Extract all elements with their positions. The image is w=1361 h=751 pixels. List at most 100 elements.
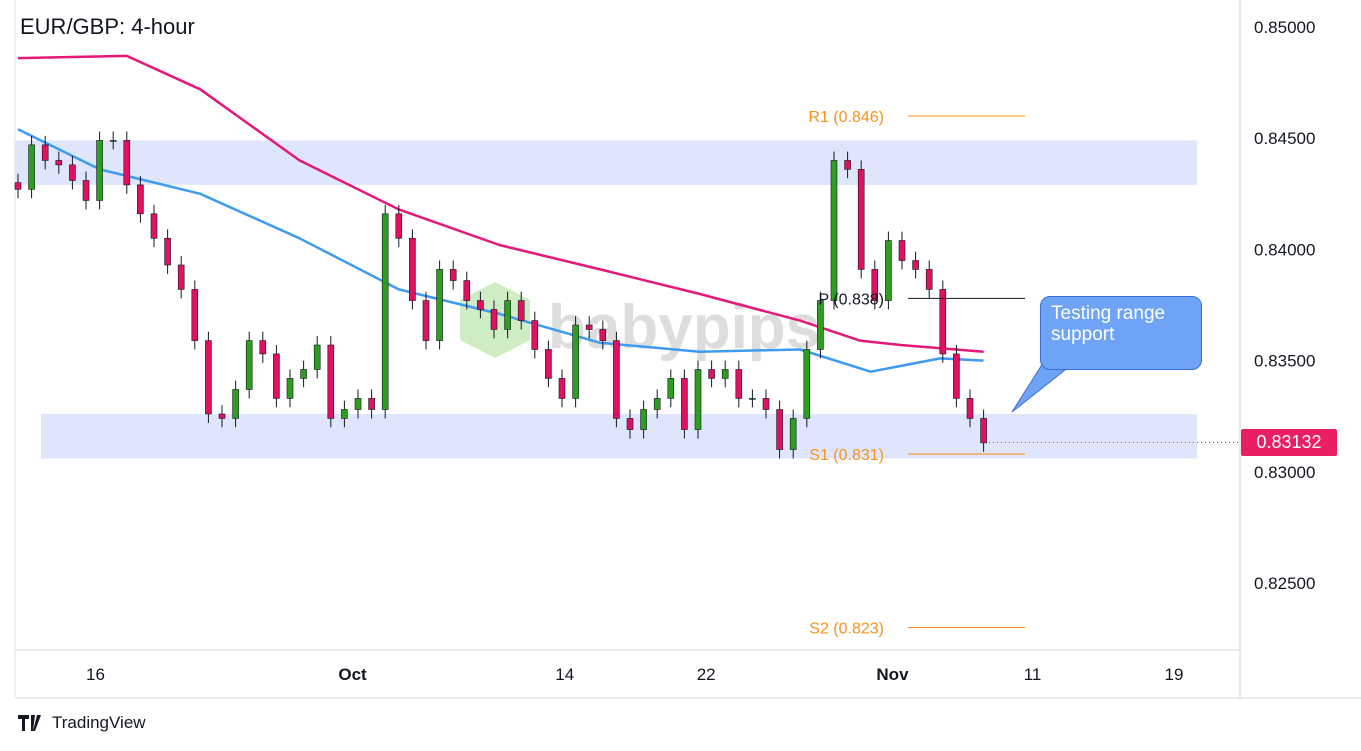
candle-body — [218, 413, 226, 419]
tradingview-logo[interactable]: TradingView — [18, 713, 146, 733]
candle-body — [490, 309, 498, 330]
candle-body — [721, 369, 729, 379]
candle-body — [245, 340, 253, 390]
candle-body — [517, 300, 525, 321]
candle-body — [381, 213, 389, 410]
candle-body — [205, 340, 212, 415]
x-tick-label: 19 — [1165, 665, 1184, 684]
candle-body — [463, 280, 471, 301]
y-tick-label: 0.84000 — [1254, 240, 1315, 259]
candle-body — [259, 340, 267, 355]
candle-body — [422, 300, 430, 341]
candle-body — [980, 418, 987, 444]
candle-body — [871, 269, 879, 301]
candle-body — [286, 378, 294, 399]
pivot-label: R1 (0.846) — [808, 109, 884, 126]
candle-body — [531, 320, 539, 350]
candle-body — [409, 237, 416, 301]
y-tick-label: 0.83000 — [1254, 463, 1315, 482]
candle-body — [327, 344, 335, 419]
candle-body — [585, 324, 593, 330]
candle-body — [681, 378, 688, 430]
y-tick-label: 0.83500 — [1254, 352, 1315, 371]
annotation-callout: Testing range support — [1040, 296, 1202, 370]
candle-body — [137, 184, 144, 215]
candle-body — [789, 418, 797, 450]
brand-name: TradingView — [52, 713, 146, 732]
x-tick-label: 22 — [697, 665, 716, 684]
y-tick-label: 0.82500 — [1254, 574, 1315, 593]
candle-body — [545, 349, 552, 379]
candle-body — [69, 164, 76, 181]
candle-body — [109, 140, 117, 142]
candle-body — [640, 409, 647, 430]
candle-body — [653, 398, 661, 410]
candle-body — [613, 340, 620, 419]
tradingview-icon — [18, 715, 41, 731]
candle-body — [123, 140, 131, 186]
y-tick-label: 0.85000 — [1254, 18, 1315, 37]
candle-body — [477, 300, 484, 310]
candle-body — [857, 169, 865, 270]
candle-body — [436, 269, 443, 341]
candle-body — [273, 353, 280, 399]
candle-body — [694, 369, 702, 430]
candle-body — [708, 369, 715, 379]
candle-body — [953, 353, 960, 399]
range-zone — [15, 140, 1197, 185]
candle-body — [150, 213, 158, 239]
candle-body — [817, 300, 824, 350]
candle-body — [925, 269, 933, 290]
pivot-label: P (0.838) — [818, 291, 884, 308]
candle-body — [939, 289, 947, 355]
candle-body — [354, 398, 362, 410]
candle-body — [667, 378, 675, 399]
candle-body — [626, 418, 634, 430]
x-tick-label: 14 — [555, 665, 574, 684]
candle-body — [599, 329, 607, 341]
candle-body — [232, 389, 239, 419]
candle-body — [300, 369, 307, 379]
pivot-label: S2 (0.823) — [809, 620, 884, 637]
candle-body — [966, 398, 974, 419]
candle-body — [82, 180, 90, 201]
candle-body — [177, 264, 185, 290]
last-price-badge: 0.83132 — [1241, 429, 1337, 456]
range-zone — [41, 413, 1197, 459]
candle-body — [749, 398, 756, 400]
candle-body — [504, 300, 511, 330]
y-tick-label: 0.84500 — [1254, 129, 1315, 148]
candle-body — [844, 160, 851, 170]
moving-average-blue — [17, 128, 984, 373]
x-tick-label: Nov — [876, 665, 909, 684]
x-tick-label: 11 — [1024, 665, 1042, 684]
candle-body — [41, 144, 49, 161]
x-tick-label: Oct — [338, 665, 367, 684]
chart-title: EUR/GBP: 4-hour — [20, 14, 195, 39]
candle-body — [572, 324, 579, 399]
candle-body — [449, 269, 457, 281]
candle-body — [341, 409, 348, 419]
candle-body — [191, 289, 199, 341]
candle-body — [735, 369, 743, 399]
candle-body — [55, 160, 63, 166]
moving-average-red — [17, 54, 984, 353]
candle-body — [14, 182, 22, 190]
candle-body — [395, 213, 403, 239]
candle-body — [28, 144, 35, 190]
candle-body — [803, 349, 811, 419]
candle-body — [830, 160, 838, 301]
x-tick-label: 16 — [86, 665, 105, 684]
candle-body — [885, 240, 892, 301]
candle-body — [558, 378, 566, 399]
candle-body — [368, 398, 375, 410]
pivot-label: S1 (0.831) — [809, 447, 884, 464]
candle-body — [164, 237, 171, 266]
candle-body — [96, 140, 103, 201]
candle-body — [776, 409, 783, 450]
candle-body — [898, 240, 906, 261]
candle-body — [762, 398, 770, 410]
candle-body — [912, 260, 919, 270]
